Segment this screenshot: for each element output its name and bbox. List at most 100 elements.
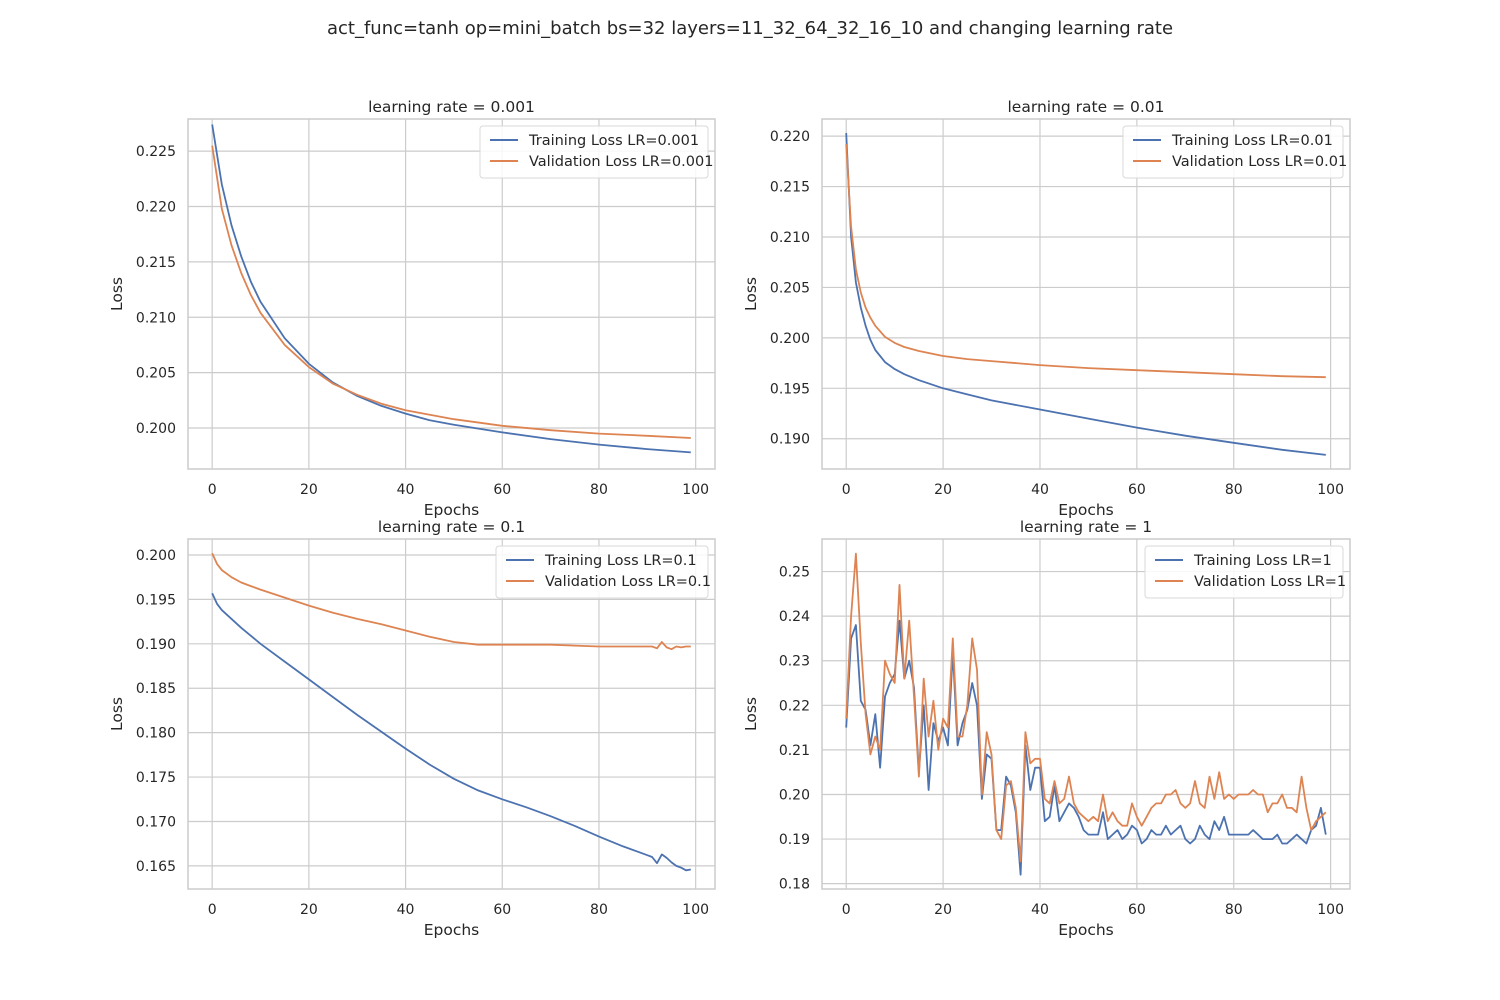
x-tick-label: 100 bbox=[1317, 902, 1344, 918]
legend-label: Validation Loss LR=0.001 bbox=[529, 154, 713, 170]
y-tick-label: 0.18 bbox=[779, 877, 810, 893]
legend-box bbox=[1144, 545, 1344, 599]
subplot-grid: 0 20 40 60 80 1000.2000.2050.2100.2150.2200.2… bbox=[108, 98, 1351, 939]
figure-suptitle: act_func=tanh op=mini_batch bs=32 layers… bbox=[327, 18, 1173, 39]
y-tick-label: 0.215 bbox=[770, 180, 810, 196]
legend-label: Training Loss LR=0.1 bbox=[544, 553, 697, 569]
axes-frame bbox=[187, 118, 716, 470]
x-tick-label: 20 bbox=[934, 902, 952, 918]
y-tick-label: 0.185 bbox=[136, 681, 176, 697]
x-tick-label: 40 bbox=[397, 482, 415, 498]
y-tick-label: 0.165 bbox=[136, 859, 176, 875]
training-loss-line bbox=[211, 124, 691, 454]
subplot-title: learning rate = 1 bbox=[1020, 518, 1152, 536]
y-tick-label: 0.200 bbox=[136, 421, 176, 437]
validation-loss-line bbox=[211, 145, 691, 439]
axes-frame bbox=[187, 538, 716, 890]
x-tick-label: 100 bbox=[682, 482, 709, 498]
y-axis-label: Loss bbox=[108, 697, 126, 731]
legend: Training Loss LR=0.01 Validation Loss LR=… bbox=[1122, 125, 1347, 179]
y-tick-label: 0.195 bbox=[136, 592, 176, 608]
x-tick-label: 100 bbox=[682, 902, 709, 918]
y-tick-label: 0.20 bbox=[779, 787, 810, 803]
y-tick-label: 0.23 bbox=[779, 654, 810, 670]
legend-label: Validation Loss LR=0.1 bbox=[545, 574, 711, 590]
x-tick-label: 80 bbox=[590, 482, 608, 498]
x-tick-label: 0 bbox=[842, 902, 851, 918]
y-tick-label: 0.210 bbox=[136, 310, 176, 326]
y-tick-label: 0.200 bbox=[770, 331, 810, 347]
y-tick-label: 0.180 bbox=[136, 726, 176, 742]
x-axis-label: Epochs bbox=[1058, 921, 1114, 939]
x-tick-label: 20 bbox=[300, 482, 318, 498]
x-axis-label: Epochs bbox=[424, 921, 480, 939]
x-tick-label: 20 bbox=[300, 902, 318, 918]
validation-loss-line bbox=[211, 552, 691, 651]
legend-box bbox=[1122, 125, 1344, 179]
y-tick-label: 0.225 bbox=[136, 144, 176, 160]
y-tick-label: 0.21 bbox=[779, 743, 810, 759]
x-tick-label: 60 bbox=[493, 482, 511, 498]
x-tick-label: 40 bbox=[1031, 482, 1049, 498]
y-tick-label: 0.24 bbox=[779, 609, 810, 625]
x-tick-label: 40 bbox=[397, 902, 415, 918]
legend: Training Loss LR=0.1 Validation Loss LR=0… bbox=[495, 545, 711, 599]
validation-loss-line bbox=[845, 144, 1326, 379]
y-tick-label: 0.205 bbox=[770, 280, 810, 296]
legend-box bbox=[495, 545, 709, 599]
y-axis-label: Loss bbox=[742, 697, 760, 731]
y-tick-label: 0.25 bbox=[779, 565, 810, 581]
y-tick-label: 0.205 bbox=[136, 366, 176, 382]
y-tick-label: 0.210 bbox=[770, 230, 810, 246]
subplot-2: 0 20 40 60 80 100 0.190 0.195 0.200 0.205 0.210 0.2… bbox=[742, 98, 1351, 519]
y-axis-label: Loss bbox=[108, 277, 126, 311]
x-tick-label: 40 bbox=[1031, 902, 1049, 918]
axes-frame bbox=[821, 538, 1351, 890]
x-tick-label: 60 bbox=[1128, 902, 1146, 918]
subplot-1: 0 20 40 60 80 100 0.200 0.205 0.210 0.215 0.220 0.2… bbox=[108, 98, 716, 519]
training-loss-line bbox=[845, 619, 1327, 876]
training-loss-line bbox=[845, 133, 1326, 456]
y-tick-label: 0.170 bbox=[136, 814, 176, 830]
x-tick-label: 100 bbox=[1317, 482, 1344, 498]
x-tick-label: 0 bbox=[842, 482, 851, 498]
x-axis-label: Epochs bbox=[424, 501, 480, 519]
subplot-3: 0 20 40 60 80 100 0.165 0.170 0.175 0.180 0.185 0.1… bbox=[108, 518, 716, 939]
y-tick-label: 0.215 bbox=[136, 255, 176, 271]
x-tick-label: 20 bbox=[934, 482, 952, 498]
legend-label: Training Loss LR=0.01 bbox=[1171, 133, 1333, 149]
y-tick-label: 0.190 bbox=[770, 432, 810, 448]
training-loss-line bbox=[211, 592, 691, 872]
subplot-title: learning rate = 0.1 bbox=[378, 518, 525, 536]
validation-loss-line bbox=[845, 552, 1327, 863]
axes-frame bbox=[821, 118, 1351, 470]
legend-label: Validation Loss LR=0.01 bbox=[1172, 154, 1347, 170]
subplot-4: 0 20 40 60 80 100 0.18 0.19 0.20 0.21 0.22 0.23 0.24… bbox=[742, 518, 1351, 939]
x-tick-label: 0 bbox=[208, 482, 217, 498]
subplot-title: learning rate = 0.001 bbox=[368, 98, 535, 116]
x-tick-label: 80 bbox=[1225, 482, 1243, 498]
x-tick-label: 80 bbox=[590, 902, 608, 918]
legend-label: Training Loss LR=1 bbox=[1193, 553, 1332, 569]
y-tick-label: 0.19 bbox=[779, 832, 810, 848]
legend-label: Validation Loss LR=1 bbox=[1194, 574, 1346, 590]
y-tick-label: 0.220 bbox=[136, 200, 176, 216]
x-tick-label: 80 bbox=[1225, 902, 1243, 918]
y-tick-label: 0.175 bbox=[136, 770, 176, 786]
legend-box bbox=[479, 125, 709, 179]
x-tick-label: 60 bbox=[493, 902, 511, 918]
y-tick-label: 0.190 bbox=[136, 637, 176, 653]
y-tick-label: 0.22 bbox=[779, 698, 810, 714]
legend: Training Loss LR=1 Validation Loss LR=1 bbox=[1144, 545, 1346, 599]
y-axis-label: Loss bbox=[742, 277, 760, 311]
y-tick-label: 0.200 bbox=[136, 548, 176, 564]
x-axis-label: Epochs bbox=[1058, 501, 1114, 519]
y-tick-label: 0.195 bbox=[770, 381, 810, 397]
legend: Training Loss LR=0.001 Validation Loss LR… bbox=[479, 125, 713, 179]
y-tick-label: 0.220 bbox=[770, 129, 810, 145]
x-tick-label: 60 bbox=[1128, 482, 1146, 498]
legend-label: Training Loss LR=0.001 bbox=[528, 133, 699, 149]
x-tick-label: 0 bbox=[208, 902, 217, 918]
subplot-title: learning rate = 0.01 bbox=[1008, 98, 1165, 116]
